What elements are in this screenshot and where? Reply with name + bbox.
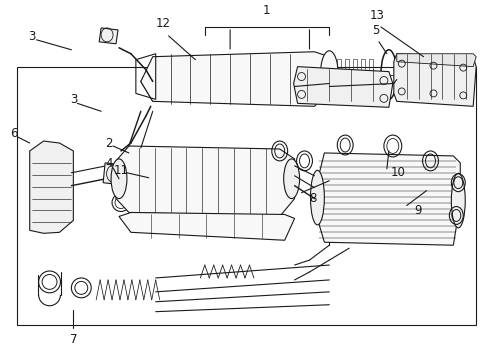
Ellipse shape: [450, 173, 464, 228]
Polygon shape: [116, 146, 294, 216]
Text: 10: 10: [390, 166, 405, 179]
Text: 3: 3: [69, 93, 77, 106]
Polygon shape: [396, 54, 475, 67]
Text: 9: 9: [414, 204, 421, 217]
Text: 8: 8: [309, 192, 316, 205]
Polygon shape: [314, 153, 459, 245]
Polygon shape: [103, 163, 122, 185]
Text: 7: 7: [69, 333, 77, 346]
Text: 13: 13: [369, 9, 384, 22]
Text: 1: 1: [263, 4, 270, 17]
Ellipse shape: [310, 170, 324, 225]
Ellipse shape: [111, 159, 127, 199]
Polygon shape: [119, 212, 294, 240]
Polygon shape: [393, 54, 475, 106]
Ellipse shape: [320, 51, 338, 98]
Text: 5: 5: [371, 24, 379, 37]
Text: 6: 6: [10, 127, 18, 140]
Polygon shape: [293, 67, 392, 107]
Text: 11: 11: [113, 164, 128, 177]
Text: 4: 4: [105, 157, 113, 170]
Polygon shape: [99, 28, 118, 44]
Text: 2: 2: [105, 136, 113, 149]
Ellipse shape: [283, 159, 299, 199]
Polygon shape: [30, 141, 73, 233]
Text: 12: 12: [156, 17, 171, 30]
Polygon shape: [141, 52, 328, 106]
Text: 3: 3: [28, 30, 35, 43]
